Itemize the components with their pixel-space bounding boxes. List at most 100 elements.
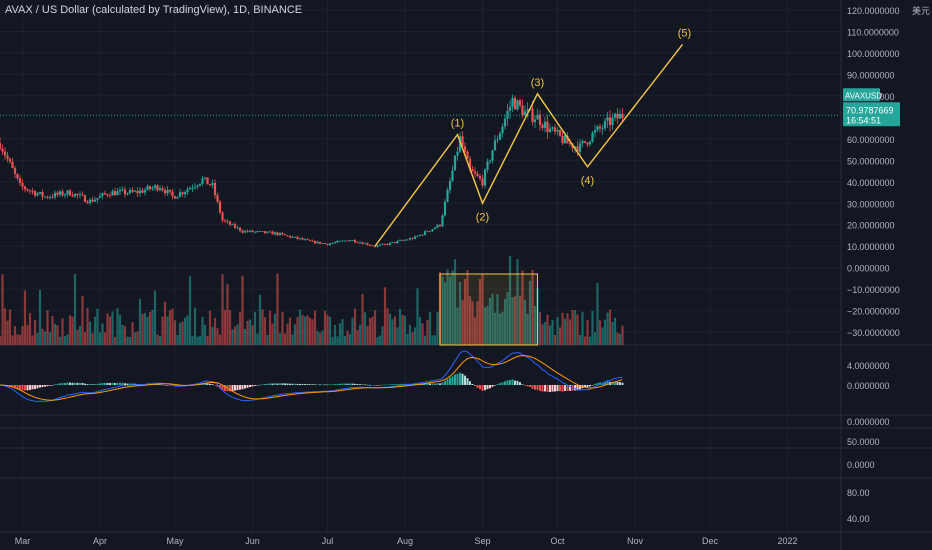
macd-histogram-bar xyxy=(616,381,619,385)
volume-bar xyxy=(91,333,94,345)
candle-body xyxy=(211,182,214,186)
volume-bar xyxy=(36,332,39,345)
candle-body xyxy=(426,231,429,233)
candle-body xyxy=(533,119,537,122)
macd-histogram-bar xyxy=(64,382,66,385)
volume-bar xyxy=(468,296,472,345)
candle-body xyxy=(356,242,359,244)
macd-histogram-bar xyxy=(36,385,39,389)
volume-bar xyxy=(196,336,199,345)
candle-body xyxy=(286,235,289,237)
macd-histogram-bar xyxy=(39,385,41,388)
volume-bar xyxy=(1,274,4,345)
macd-histogram-bar xyxy=(391,384,394,385)
volume-bar xyxy=(433,335,437,345)
volume-bar xyxy=(356,330,359,345)
macd-histogram-bar xyxy=(254,385,256,386)
candle-body xyxy=(381,243,384,245)
wave-label-1: (1) xyxy=(451,118,464,130)
volume-bar xyxy=(93,316,97,345)
volume-bar xyxy=(403,315,407,345)
volume-bar xyxy=(621,325,624,345)
candle-body xyxy=(133,191,137,192)
volume-bar xyxy=(183,317,187,345)
macd-histogram-bar xyxy=(336,383,339,385)
macd-histogram-bar xyxy=(211,384,214,385)
volume-bar xyxy=(486,305,489,345)
volume-bar xyxy=(563,318,567,345)
macd-histogram-bar xyxy=(241,385,244,390)
macd-histogram-bar xyxy=(371,385,374,386)
volume-bar xyxy=(81,295,84,345)
macd-tick-label: 4.0000000 xyxy=(847,361,890,371)
candle-body xyxy=(421,234,424,236)
candle-body xyxy=(188,188,192,190)
macd-histogram-bar xyxy=(334,384,336,385)
volume-bar xyxy=(296,317,299,345)
volume-bar xyxy=(551,319,554,345)
volume-bar xyxy=(63,336,67,345)
volume-bar xyxy=(421,323,424,345)
candle-body xyxy=(111,191,114,196)
macd-histogram-bar xyxy=(519,382,521,385)
candle-body xyxy=(516,100,519,110)
volume-bar xyxy=(488,297,492,345)
macd-histogram-bar xyxy=(224,385,226,392)
price-tick-label: −30.0000000 xyxy=(847,328,900,338)
volume-bar xyxy=(38,289,42,345)
macd-histogram-bar xyxy=(389,384,391,386)
volume-bar xyxy=(261,309,264,345)
candle-body xyxy=(348,240,352,242)
macd-histogram-bar xyxy=(101,383,104,385)
candle-body xyxy=(96,197,99,200)
volume-bar xyxy=(331,336,334,345)
macd-histogram-bar xyxy=(596,382,599,385)
volume-highlight-box xyxy=(439,273,538,346)
volume-bar xyxy=(506,292,509,345)
candle-body xyxy=(411,238,414,240)
macd-histogram-bar xyxy=(476,385,479,388)
candle-body xyxy=(141,190,144,193)
candle-body xyxy=(376,245,379,247)
volume-bar xyxy=(141,313,144,345)
volume-bar xyxy=(71,316,74,345)
candle-body xyxy=(223,220,227,222)
candle-body xyxy=(346,240,349,242)
volume-bar xyxy=(533,306,537,345)
macd-histogram-bar xyxy=(176,385,179,387)
time-tick-label: 2022 xyxy=(777,536,797,546)
candle-body xyxy=(231,224,234,225)
volume-bar xyxy=(3,308,7,345)
candle-body xyxy=(358,242,362,244)
candle-body xyxy=(351,240,354,241)
volume-bar xyxy=(501,311,504,345)
volume-bar xyxy=(471,301,474,345)
candle-body xyxy=(621,113,624,119)
candle-body xyxy=(3,151,7,156)
macd-histogram-bar xyxy=(556,385,559,392)
time-tick-label: Sep xyxy=(474,536,490,546)
candle-body xyxy=(438,224,442,227)
macd-histogram-bar xyxy=(369,384,371,386)
macd-histogram-bar xyxy=(396,384,399,385)
macd-histogram-bar xyxy=(89,384,91,385)
macd-histogram-bar xyxy=(514,380,516,385)
symbol-badge xyxy=(843,88,880,102)
volume-bar xyxy=(123,326,127,345)
candle-body xyxy=(108,195,112,197)
macd-histogram-bar xyxy=(231,385,234,391)
candle-body xyxy=(56,192,59,195)
candle-body xyxy=(71,195,74,197)
volume-bar xyxy=(383,287,387,345)
candle-body xyxy=(388,242,392,245)
candle-body xyxy=(18,178,22,183)
volume-bar xyxy=(341,319,344,345)
volume-bar xyxy=(188,276,192,345)
candle-body xyxy=(363,243,367,245)
macd-histogram-bar xyxy=(19,385,21,390)
macd-histogram-bar xyxy=(109,383,111,385)
volume-bar xyxy=(113,336,117,345)
macd-histogram-bar xyxy=(549,385,551,392)
volume-bar xyxy=(423,335,427,345)
